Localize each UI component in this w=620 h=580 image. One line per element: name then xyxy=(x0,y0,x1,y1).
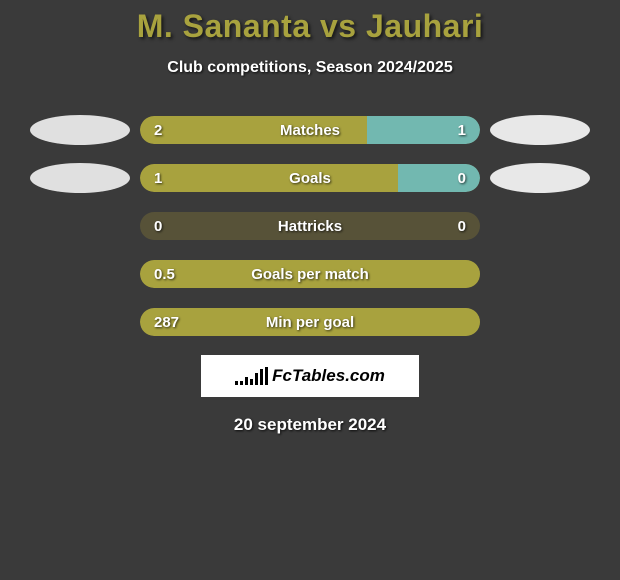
stat-bar-right-fill xyxy=(398,164,480,192)
stat-left-value: 287 xyxy=(154,314,179,331)
page-subtitle: Club competitions, Season 2024/2025 xyxy=(0,59,620,77)
stat-row: 0.5 Goals per match xyxy=(0,259,620,289)
stat-row: 1 0 Goals xyxy=(0,163,620,193)
stat-bar: 0 0 Hattricks xyxy=(140,212,480,240)
stat-left-value: 0 xyxy=(154,218,162,235)
stat-right-value: 0 xyxy=(458,170,466,187)
stat-bar-left-fill xyxy=(140,164,398,192)
stat-row: 287 Min per goal xyxy=(0,307,620,337)
stat-right-value: 0 xyxy=(458,218,466,235)
player-right-icon xyxy=(490,163,590,193)
stat-label: Min per goal xyxy=(266,314,354,331)
stat-bar: 1 0 Goals xyxy=(140,164,480,192)
stat-right-value: 1 xyxy=(458,122,466,139)
page-title: M. Sananta vs Jauhari xyxy=(0,8,620,45)
stat-bar: 287 Min per goal xyxy=(140,308,480,336)
stat-bar: 2 1 Matches xyxy=(140,116,480,144)
comparison-infographic: M. Sananta vs Jauhari Club competitions,… xyxy=(0,0,620,435)
stat-label: Matches xyxy=(280,122,340,139)
stats-list: 2 1 Matches 1 0 Goals 0 0 Hattricks 0.5 Goals per … xyxy=(0,115,620,337)
footer-date: 20 september 2024 xyxy=(0,415,620,435)
stat-row: 2 1 Matches xyxy=(0,115,620,145)
player-left-icon xyxy=(30,115,130,145)
stat-label: Goals xyxy=(289,170,331,187)
stat-left-value: 2 xyxy=(154,122,162,139)
stat-left-value: 0.5 xyxy=(154,266,175,283)
player-left-icon xyxy=(30,163,130,193)
stat-label: Hattricks xyxy=(278,218,342,235)
brand-chart-icon xyxy=(235,367,268,385)
stat-row: 0 0 Hattricks xyxy=(0,211,620,241)
player-right-icon xyxy=(490,115,590,145)
stat-left-value: 1 xyxy=(154,170,162,187)
brand-badge: FcTables.com xyxy=(201,355,419,397)
brand-text: FcTables.com xyxy=(272,366,385,386)
stat-bar: 0.5 Goals per match xyxy=(140,260,480,288)
stat-label: Goals per match xyxy=(251,266,369,283)
